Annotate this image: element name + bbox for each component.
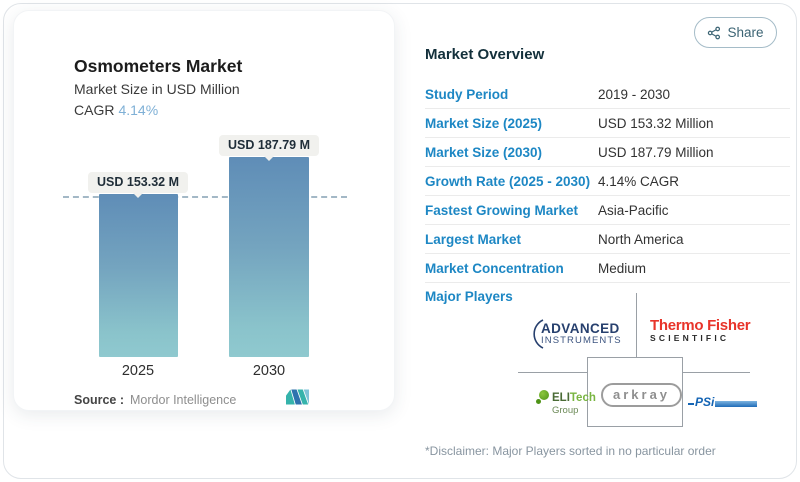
cagr-value: 4.14% [118,102,159,118]
share-button-label: Share [727,25,764,40]
source-row: Source : Mordor Intelligence [74,393,236,407]
row-value: Medium [598,260,647,276]
table-row: Market Concentration Medium [425,254,790,283]
reference-line [63,196,347,198]
table-row: Study Period 2019 - 2030 [425,80,790,109]
psi-bar-icon [715,400,758,407]
cagr-label: CAGR [74,102,115,118]
value-pill-2025: USD 153.32 M [88,172,188,193]
chart-card: Osmometers Market Market Size in USD Mil… [13,10,395,411]
table-row: Market Size (2030) USD 187.79 Million [425,138,790,167]
row-label: Growth Rate (2025 - 2030) [425,173,591,189]
advanced-arc-icon [533,319,544,349]
row-label: Market Size (2025) [425,115,543,131]
value-pill-2030: USD 187.79 M [219,135,319,156]
table-row: Largest Market North America [425,225,790,254]
table-row: Market Size (2025) USD 153.32 Million [425,109,790,138]
source-value: Mordor Intelligence [130,393,237,407]
chart-title: Osmometers Market [74,56,243,76]
row-value: North America [598,231,684,247]
disclaimer-text: *Disclaimer: Major Players sorted in no … [425,444,716,458]
elitech-dots-icon [536,389,550,407]
row-label: Study Period [425,86,509,102]
arkray-logo: arkray [601,383,683,407]
chart-subtitle: Market Size in USD Million [74,81,240,97]
elitech-logo-part1: ELI [552,392,570,404]
elitech-logo-part2: Tech [569,392,596,404]
advanced-logo-line1: ADVANCED [541,320,620,336]
row-value: 4.14% CAGR [598,173,680,189]
pill-pointer [262,155,275,161]
row-label: Market Concentration [425,260,564,276]
thermo-fisher-logo: Thermo Fisher SCIENTIFIC [650,317,751,344]
thermo-logo-line1: Thermo Fisher [650,317,751,334]
row-value: USD 153.32 Million [598,115,714,131]
major-players-label: Major Players [425,289,513,304]
thermo-logo-line2: SCIENTIFIC [650,333,730,344]
bar-2025 [99,194,178,357]
elitech-group-logo: ELITech Group [536,389,596,416]
advanced-instruments-logo: ADVANCED INSTRUMENTS [529,319,622,349]
row-value: Asia-Pacific [598,202,669,218]
psi-logo-text: PSi [695,395,715,409]
x-axis-label-2030: 2030 [252,363,286,379]
psi-logo: PSi [688,395,758,409]
table-row: Growth Rate (2025 - 2030) 4.14% CAGR [425,167,790,196]
elitech-logo-group: Group [552,404,579,416]
table-row: Fastest Growing Market Asia-Pacific [425,196,790,225]
psi-dash-icon [688,403,694,405]
bar-value-label-2030: USD 187.79 M [219,135,319,161]
row-value: USD 187.79 Million [598,144,714,160]
x-axis-label-2025: 2025 [121,363,155,379]
players-connector-vertical [636,293,637,357]
pill-pointer [131,192,144,198]
bar-2030 [229,157,309,357]
share-button[interactable]: Share [694,17,777,48]
row-label: Fastest Growing Market [425,202,579,218]
mordor-intelligence-logo-icon [286,389,309,410]
row-value: 2019 - 2030 [598,86,671,102]
chart-cagr: CAGR 4.14% [74,102,158,118]
overview-table: Study Period 2019 - 2030 Market Size (20… [425,80,790,283]
advanced-logo-line2: INSTRUMENTS [541,335,622,347]
bar-chart: USD 153.32 M USD 187.79 M 2025 2030 [14,11,394,410]
share-icon [707,26,721,40]
row-label: Largest Market [425,231,522,247]
bar-value-label-2025: USD 153.32 M [88,172,188,198]
row-label: Market Size (2030) [425,144,543,160]
overview-heading: Market Overview [425,46,545,63]
source-label: Source : [74,393,125,407]
